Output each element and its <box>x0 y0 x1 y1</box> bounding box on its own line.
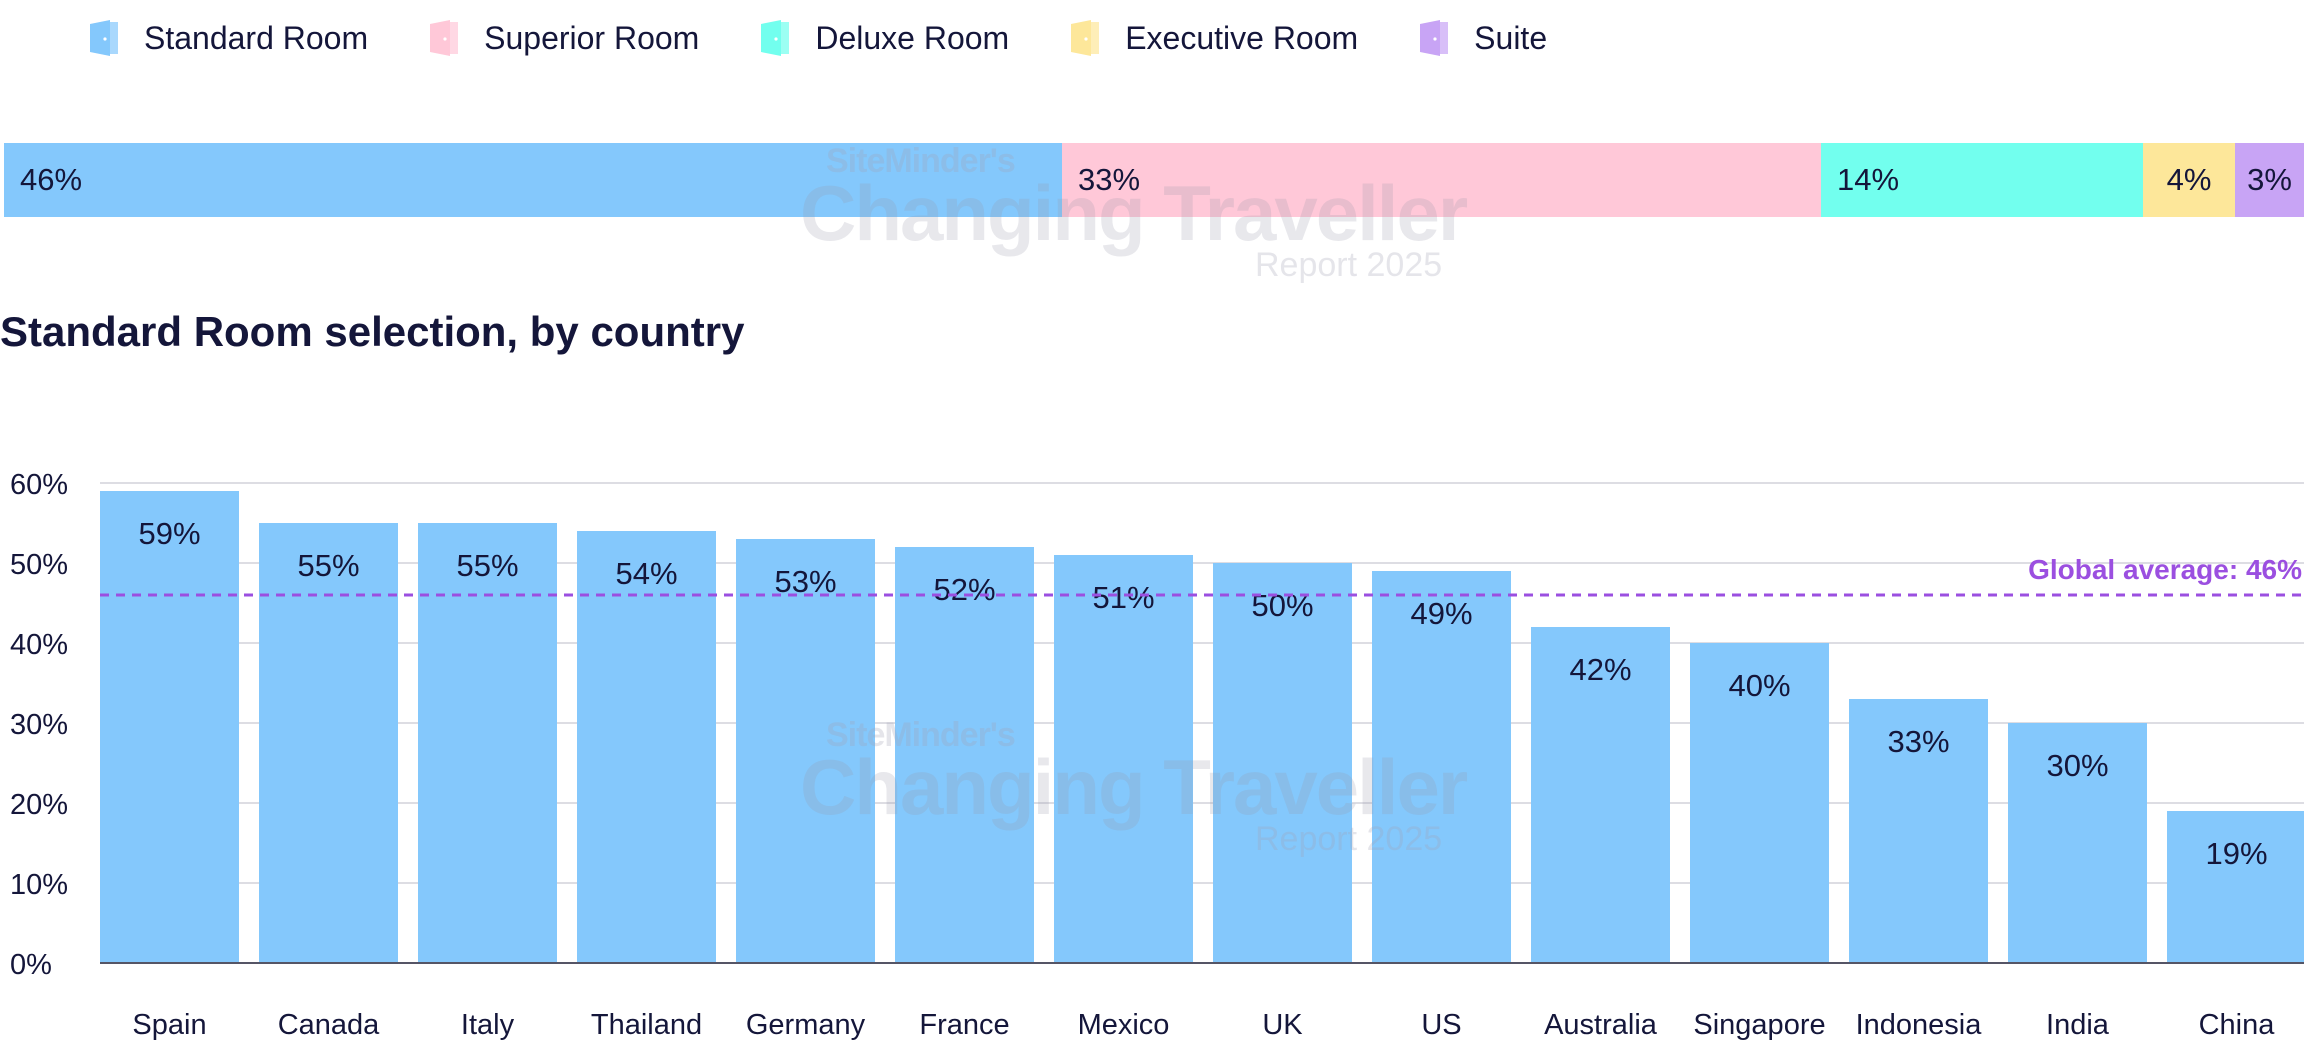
standard-room-by-country-chart: 0% 10% 20% 30% 40% 50% 60% 59% Spain 55% Canada 55%… <box>10 469 2304 1041</box>
segment-suite: 3% <box>2235 143 2304 217</box>
y-tick-label: 50% <box>10 549 68 581</box>
x-tick-label: Germany <box>746 1009 866 1041</box>
bar-value-label: 50% <box>1251 588 1313 623</box>
x-tick-label: France <box>919 1009 1009 1041</box>
x-tick-label: Indonesia <box>1856 1009 1983 1041</box>
x-tick-label: Canada <box>278 1009 380 1041</box>
y-tick-label: 20% <box>10 789 68 821</box>
segment-label: 14% <box>1837 162 1900 197</box>
segment-superior-room: 33% <box>1062 143 1821 217</box>
door-icon <box>430 20 459 56</box>
bar-value-label: 52% <box>933 572 995 607</box>
bar-value-label: 42% <box>1569 652 1631 687</box>
y-tick-label: 40% <box>10 629 68 661</box>
bar <box>1213 563 1352 963</box>
segment-executive-room: 4% <box>2143 143 2235 217</box>
x-tick-label: Spain <box>132 1009 206 1041</box>
legend-item-superior-room: Superior Room <box>426 18 699 58</box>
door-icon <box>1071 20 1100 56</box>
bar-value-label: 59% <box>138 516 200 551</box>
global-average-label: Global average: 46% <box>2028 554 2302 585</box>
door-icon <box>1420 20 1449 56</box>
segment-label: 33% <box>1078 162 1141 197</box>
x-tick-label: UK <box>1262 1009 1303 1041</box>
y-tick-label: 60% <box>10 469 68 501</box>
bar <box>895 547 1034 963</box>
bar <box>259 523 398 963</box>
x-tick-label: India <box>2046 1009 2110 1041</box>
bar <box>1531 627 1670 963</box>
legend-item-standard-room: Standard Room <box>86 18 368 58</box>
bar <box>2167 811 2304 963</box>
door-icon <box>761 20 790 56</box>
y-tick-label: 30% <box>10 709 68 741</box>
x-tick-label: US <box>1421 1009 1461 1041</box>
legend-label: Suite <box>1474 19 1548 56</box>
bar-value-label: 33% <box>1887 724 1949 759</box>
segment-label: 46% <box>20 162 83 197</box>
bar-value-label: 40% <box>1728 668 1790 703</box>
segment-label: 3% <box>2247 162 2292 197</box>
x-tick-label: Thailand <box>591 1009 702 1041</box>
bar <box>100 491 239 963</box>
legend-item-deluxe-room: Deluxe Room <box>757 18 1009 58</box>
bar-value-label: 19% <box>2205 836 2267 871</box>
bar-value-label: 55% <box>456 548 518 583</box>
legend-label: Executive Room <box>1125 19 1359 56</box>
legend-item-suite: Suite <box>1416 18 1547 58</box>
bar-value-label: 55% <box>297 548 359 583</box>
bar <box>1372 571 1511 963</box>
legend-item-executive-room: Executive Room <box>1067 18 1358 58</box>
legend: Standard Room Superior Room Deluxe Room … <box>86 18 1605 58</box>
bar-value-label: 54% <box>615 556 677 591</box>
bar-value-label: 51% <box>1092 580 1154 615</box>
bar <box>1849 699 1988 963</box>
x-tick-label: Singapore <box>1693 1009 1825 1041</box>
section-title: Standard Room selection, by country <box>0 308 745 355</box>
bar <box>577 531 716 963</box>
bar <box>1054 555 1193 963</box>
x-tick-label: Mexico <box>1078 1009 1170 1041</box>
segment-deluxe-room: 14% <box>1821 143 2143 217</box>
x-tick-label: Italy <box>461 1009 515 1041</box>
x-tick-label: China <box>2199 1009 2276 1041</box>
bar-value-label: 30% <box>2046 748 2108 783</box>
bar <box>1690 643 1829 963</box>
x-tick-label: Australia <box>1544 1009 1658 1041</box>
bar <box>2008 723 2147 963</box>
watermark-line-3: Report 2025 <box>1255 246 1443 284</box>
bar <box>418 523 557 963</box>
y-tick-label: 0% <box>10 949 52 981</box>
bar <box>736 539 875 963</box>
y-tick-label: 10% <box>10 869 68 901</box>
segment-label: 4% <box>2166 162 2212 197</box>
legend-label: Deluxe Room <box>815 19 1010 56</box>
legend-label: Superior Room <box>484 19 700 56</box>
bar-value-label: 53% <box>774 564 836 599</box>
door-icon <box>90 20 118 56</box>
segment-standard-room: 46% <box>4 143 1062 217</box>
bar-value-label: 49% <box>1410 596 1472 631</box>
room-mix-stacked-bar: 46% 33% 14% 4% 3% <box>4 143 2304 217</box>
legend-label: Standard Room <box>144 19 369 56</box>
